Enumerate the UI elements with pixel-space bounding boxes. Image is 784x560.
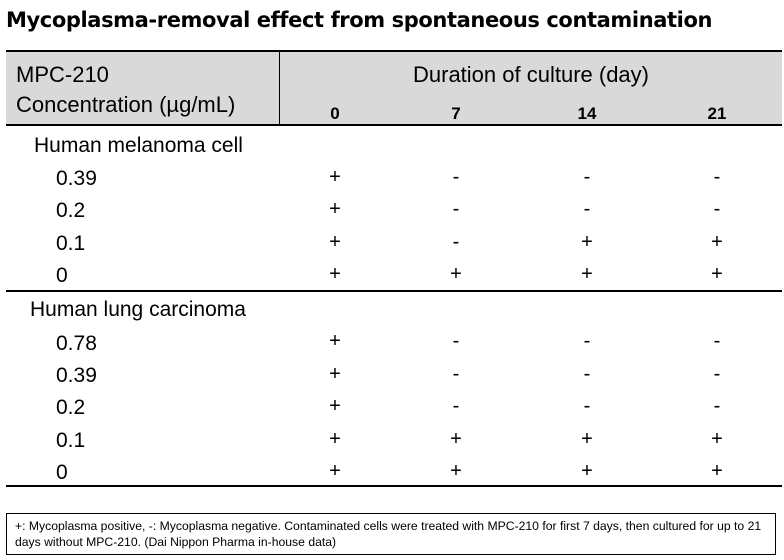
result-cell: +	[581, 231, 593, 253]
result-cell: -	[452, 166, 460, 188]
day-header: 21	[707, 104, 727, 123]
result-cell: +	[581, 460, 593, 482]
result-cell: +	[450, 460, 462, 482]
result-cell: +	[711, 263, 723, 285]
day-header: 0	[330, 104, 340, 123]
footnote: +: Mycoplasma positive, -: Mycoplasma ne…	[6, 513, 776, 555]
group-section: Human melanoma cell 0.39 + - - - 0.2 + -…	[6, 126, 782, 290]
result-cell: -	[452, 363, 460, 385]
result-cell: -	[713, 166, 721, 188]
group-title: Human melanoma cell	[34, 134, 243, 157]
result-cell: +	[450, 428, 462, 450]
result-cell: +	[711, 231, 723, 253]
result-cell: -	[713, 395, 721, 417]
table-bottom-rule	[6, 485, 782, 487]
result-cell: +	[329, 460, 341, 482]
concentration-value: 0.39	[56, 167, 97, 190]
group-divider	[6, 290, 782, 292]
result-cell: -	[452, 330, 460, 352]
result-cell: -	[452, 231, 460, 253]
concentration-value: 0.39	[56, 364, 97, 387]
day-header: 7	[451, 104, 461, 123]
concentration-header-line2: Concentration (µg/mL)	[16, 92, 236, 117]
result-cell: +	[450, 263, 462, 285]
concentration-value: 0.78	[56, 332, 97, 355]
result-cell: +	[329, 231, 341, 253]
duration-header: Duration of culture (day)	[413, 62, 649, 87]
concentration-value: 0.1	[56, 232, 86, 255]
result-cell: -	[713, 363, 721, 385]
result-cell: -	[452, 198, 460, 220]
result-cell: -	[583, 198, 591, 220]
page-title: Mycoplasma-removal effect from spontaneo…	[6, 8, 713, 32]
result-cell: +	[329, 330, 341, 352]
result-cell: +	[711, 428, 723, 450]
day-header: 14	[577, 104, 597, 123]
result-cell: +	[329, 263, 341, 285]
result-cell: +	[329, 428, 341, 450]
result-cell: -	[713, 198, 721, 220]
result-cell: -	[583, 363, 591, 385]
group-title: Human lung carcinoma	[30, 298, 246, 321]
result-cell: +	[711, 460, 723, 482]
concentration-value: 0	[56, 461, 68, 484]
concentration-header-line1: MPC-210	[16, 62, 109, 87]
result-cell: -	[583, 395, 591, 417]
result-cell: +	[581, 263, 593, 285]
concentration-value: 0	[56, 264, 68, 287]
concentration-value: 0.2	[56, 396, 86, 419]
result-cell: +	[329, 363, 341, 385]
group-section: Human lung carcinoma 0.78 + - - - 0.39 +…	[6, 292, 782, 485]
header-divider	[279, 52, 280, 126]
result-cell: +	[329, 198, 341, 220]
result-cell: +	[329, 166, 341, 188]
result-cell: -	[713, 330, 721, 352]
concentration-value: 0.2	[56, 199, 86, 222]
table-header: MPC-210 Concentration (µg/mL) Duration o…	[6, 50, 782, 126]
result-cell: +	[581, 428, 593, 450]
result-cell: -	[583, 166, 591, 188]
result-cell: -	[452, 395, 460, 417]
result-cell: -	[583, 330, 591, 352]
result-cell: +	[329, 395, 341, 417]
concentration-value: 0.1	[56, 429, 86, 452]
results-table: MPC-210 Concentration (µg/mL) Duration o…	[6, 50, 782, 487]
